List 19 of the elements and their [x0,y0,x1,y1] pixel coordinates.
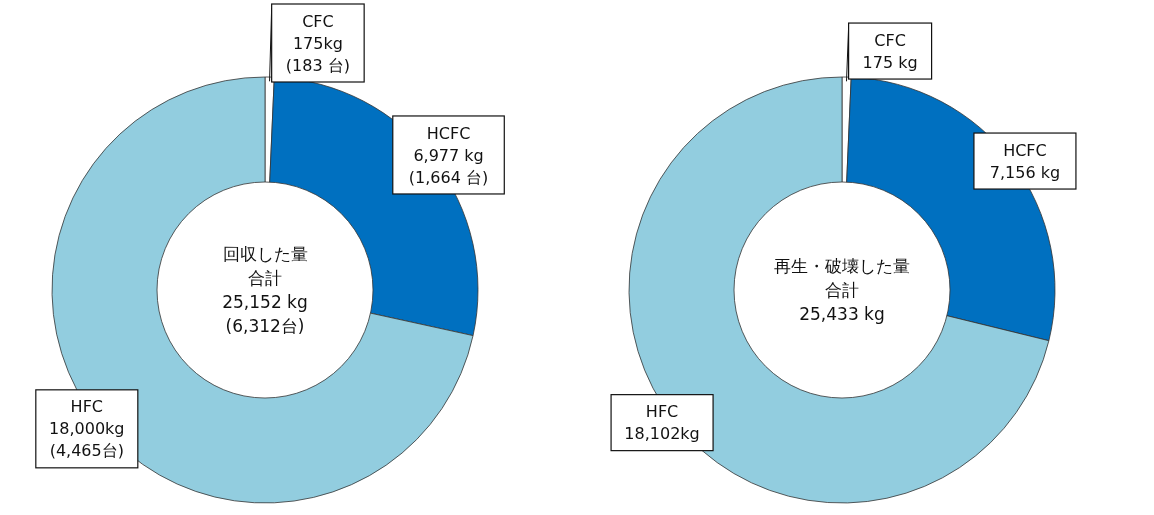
slice-label: HCFC [426,123,471,143]
data-label: 7,156 kg [989,162,1061,182]
data-label: 175 kg [862,52,918,72]
text: 合計 [825,279,859,300]
slice-label: CFC [874,30,906,50]
slice-label: HCFC [1003,140,1047,160]
data-label: 18,000kg (4,465台) [49,419,125,461]
text: (6,312台) [225,315,305,336]
data-label: 18,102kg [624,424,700,444]
data-label: 175kg (183 台) [285,33,350,75]
slice-label: HFC [645,402,679,422]
slice-label: CFC [302,11,334,31]
text: 回収した量 [222,243,308,264]
slice-label: HFC [70,397,104,417]
text: 再生・破壊した量 [774,255,910,276]
text: 25,433 kg [799,303,885,324]
text: 合計 [248,267,282,288]
text: 25,152 kg [222,291,308,312]
data-label: 6,977 kg (1,664 台) [408,145,489,187]
